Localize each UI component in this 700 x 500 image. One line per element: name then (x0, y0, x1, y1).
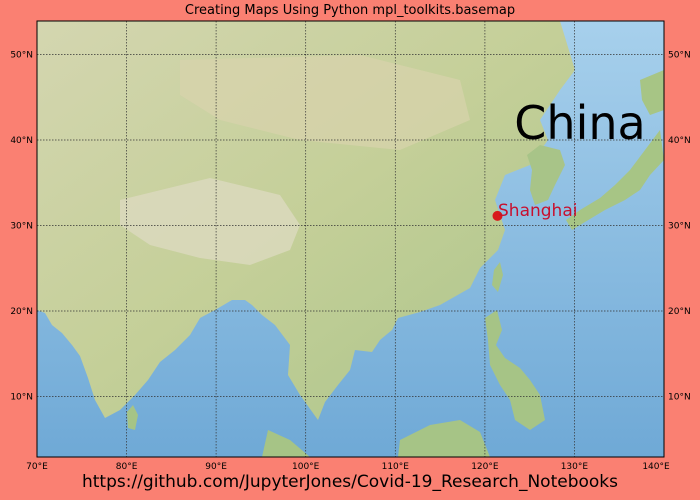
lat-label: 10°N (10, 393, 33, 403)
lon-label: 90°E (205, 462, 227, 472)
latitude-labels-right: 10°N 20°N 30°N 40°N 50°N (668, 51, 691, 403)
lat-label: 40°N (668, 136, 691, 146)
lat-label: 20°N (10, 307, 33, 317)
city-marker-shanghai (492, 210, 503, 221)
latitude-labels-left: 10°N 20°N 30°N 40°N 50°N (10, 51, 33, 403)
map-frame (36, 20, 665, 458)
city-label-shanghai: Shanghai (498, 201, 577, 221)
land-korea (527, 145, 565, 205)
lat-label: 40°N (10, 136, 33, 146)
lat-label: 50°N (668, 51, 691, 61)
lat-label: 50°N (10, 51, 33, 61)
lon-label: 80°E (116, 462, 138, 472)
lon-label: 110°E (382, 462, 410, 472)
lon-label: 140°E (642, 462, 670, 472)
footer-url[interactable]: https://github.com/JupyterJones/Covid-19… (81, 472, 618, 492)
land-sri-lanka (127, 405, 138, 430)
land-tibet-plateau (120, 178, 300, 265)
lat-label: 30°N (668, 222, 691, 232)
land-sumatra (262, 430, 310, 457)
land-borneo (398, 420, 490, 457)
land-mongolia-steppe (180, 55, 470, 150)
lat-label: 20°N (668, 307, 691, 317)
longitude-labels: 70°E 80°E 90°E 100°E 110°E 120°E 130°E 1… (26, 462, 670, 472)
country-label-china: China (514, 96, 645, 150)
land-japan (566, 130, 664, 230)
land-hokkaido (640, 70, 664, 115)
lon-label: 130°E (561, 462, 589, 472)
land-philippines (485, 310, 545, 430)
lat-label: 30°N (10, 222, 33, 232)
meridian-lines (126, 21, 575, 457)
land-taiwan (492, 262, 503, 292)
parallel-lines (37, 54, 664, 397)
figure-title: Creating Maps Using Python mpl_toolkits.… (184, 3, 516, 18)
lon-label: 100°E (292, 462, 320, 472)
lon-label: 70°E (26, 462, 48, 472)
lon-label: 120°E (471, 462, 499, 472)
lat-label: 10°N (668, 393, 691, 403)
